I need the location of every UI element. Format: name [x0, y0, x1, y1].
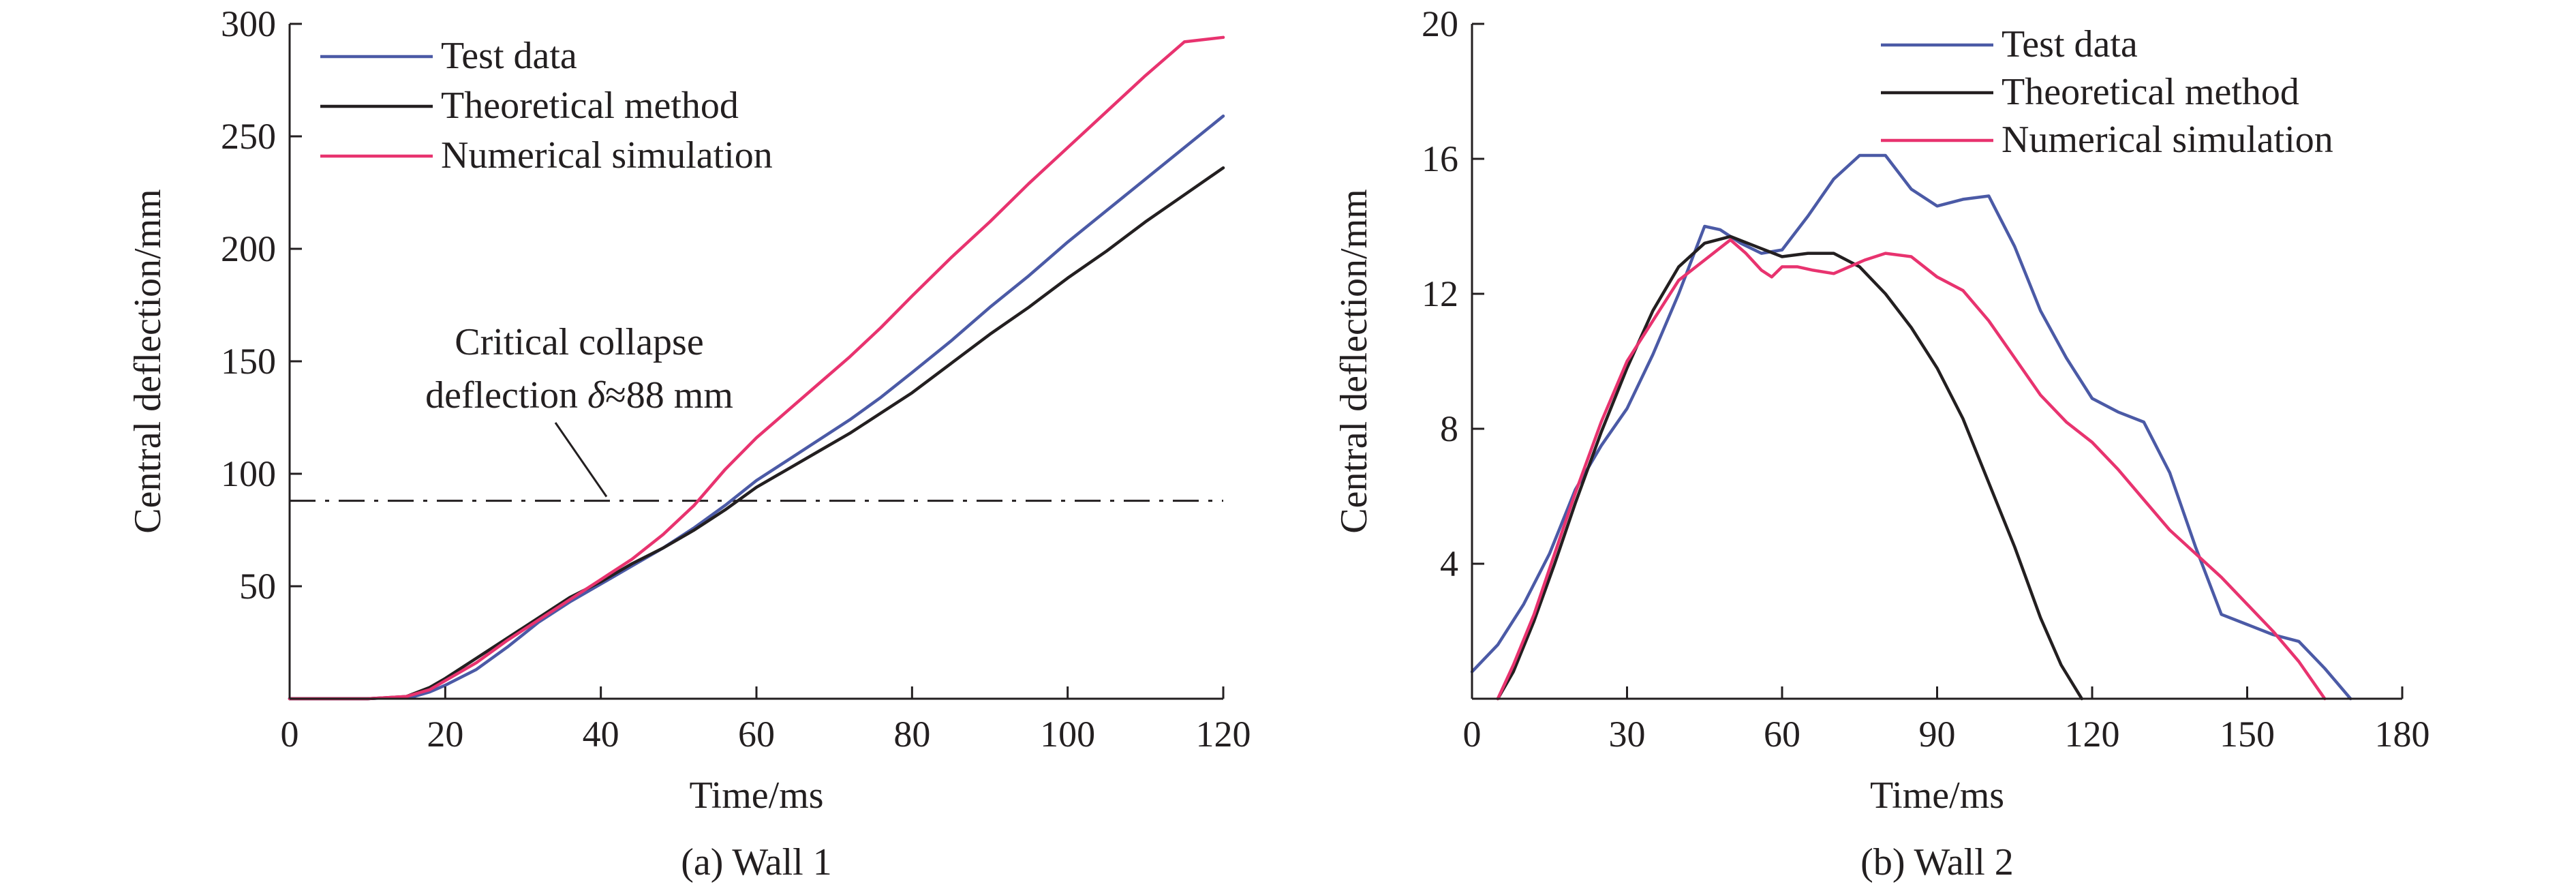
x-tick-label: 40 — [583, 714, 619, 755]
x-tick-label: 120 — [1196, 714, 1251, 755]
wall-2-y-axis-title: Central deflection/mm — [1333, 189, 1375, 533]
annotation-delta-symbol: δ — [587, 374, 606, 417]
series-theoretical-method-line — [1496, 234, 2084, 701]
legend-label-test-data: Test data — [2002, 23, 2138, 65]
annotation-leader-line — [554, 422, 608, 498]
y-tick-label: 16 — [1422, 138, 1458, 179]
wall-1-legend: Test data Theoretical method Numerical sim… — [320, 35, 773, 177]
y-tick-label: 20 — [1422, 3, 1458, 44]
x-tick-label: 100 — [1040, 714, 1095, 755]
y-tick-label: 12 — [1422, 273, 1458, 314]
wall-2-x-axis-title: Time/ms — [1870, 774, 2004, 817]
wall-1-caption: (a) Wall 1 — [681, 841, 831, 883]
x-tick-label: 20 — [427, 714, 463, 755]
legend-label-numerical-simulation: Numerical simulation — [441, 134, 773, 177]
x-tick-label: 0 — [281, 714, 299, 755]
wall-2-tick-layer: 0 30 60 90 120 150 180 4 8 12 16 20 — [1422, 3, 2430, 755]
chart-wall-2: 0 30 60 90 120 150 180 4 8 12 16 20 Test data Theore… — [1333, 3, 2430, 883]
x-tick-label: 120 — [2065, 714, 2120, 755]
y-tick-label: 300 — [221, 3, 276, 44]
x-tick-label: 80 — [893, 714, 930, 755]
legend-label-test-data: Test data — [441, 35, 577, 77]
x-tick-label: 0 — [1463, 714, 1482, 755]
wall-1-y-axis-title: Central deflection/mm — [127, 189, 169, 533]
wall-2-caption: (b) Wall 2 — [1860, 841, 2014, 883]
wall-1-series-layer — [288, 35, 1225, 701]
y-tick-label: 8 — [1440, 408, 1458, 449]
legend-label-numerical-simulation: Numerical simulation — [2002, 119, 2333, 161]
wall-2-series-layer — [1470, 153, 2352, 701]
y-tick-label: 50 — [239, 566, 276, 607]
y-tick-label: 100 — [221, 453, 276, 494]
wall-1-axes — [288, 24, 1223, 700]
x-tick-label: 60 — [738, 714, 775, 755]
wall-2-legend: Test data Theoretical method Numerical sim… — [1881, 23, 2333, 161]
series-numerical-simulation-line — [288, 35, 1225, 701]
chart-wall-1: 0 20 40 60 80 100 120 50 100 150 200 250 300 Test da… — [127, 3, 1251, 883]
legend-label-theoretical-method: Theoretical method — [441, 85, 739, 127]
series-numerical-simulation-line — [1496, 238, 2327, 701]
series-test-data-line — [288, 115, 1225, 701]
wall-1-x-axis-title: Time/ms — [689, 774, 823, 817]
x-tick-label: 90 — [1919, 714, 1956, 755]
legend-label-theoretical-method: Theoretical method — [2002, 71, 2299, 113]
x-tick-label: 30 — [1609, 714, 1646, 755]
annotation-prefix: deflection — [425, 374, 587, 417]
x-tick-label: 180 — [2375, 714, 2430, 755]
y-tick-label: 250 — [221, 116, 276, 157]
collapse-annotation-line-1: Critical collapse — [455, 321, 703, 363]
y-tick-label: 4 — [1440, 543, 1458, 584]
y-tick-label: 200 — [221, 228, 276, 269]
x-tick-label: 150 — [2220, 714, 2275, 755]
y-tick-label: 150 — [221, 341, 276, 382]
annotation-suffix: ≈88 mm — [605, 374, 733, 417]
wall-1-tick-layer: 0 20 40 60 80 100 120 50 100 150 200 250 300 — [221, 3, 1251, 755]
collapse-annotation-line-2: deflection δ≈88 mm — [425, 374, 733, 417]
series-theoretical-method-line — [288, 166, 1225, 701]
x-tick-label: 60 — [1764, 714, 1800, 755]
